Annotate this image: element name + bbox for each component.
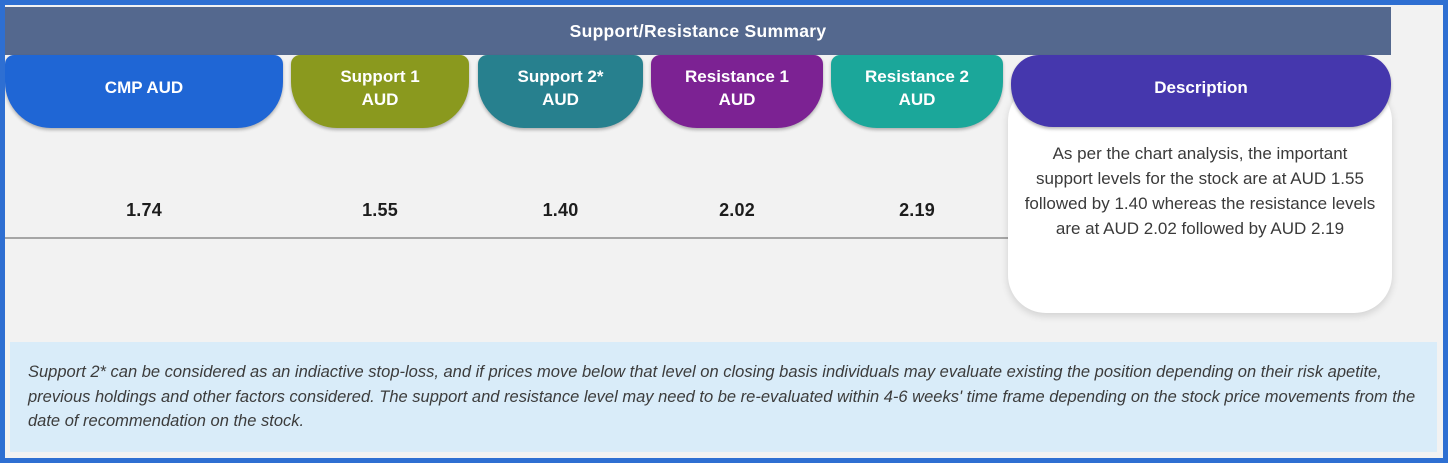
description-text: As per the chart analysis, the important… bbox=[1024, 144, 1376, 239]
column-header-support-2-aud: Support 2* AUD bbox=[478, 55, 643, 128]
column-header-support-1-aud: Support 1 AUD bbox=[291, 55, 469, 128]
cell-support-1-value: 1.55 bbox=[362, 200, 398, 220]
cell-resistance-1-value: 2.02 bbox=[719, 200, 755, 220]
column-header-resistance-1-aud: Resistance 1 AUD bbox=[651, 55, 823, 128]
cell-resistance-2-value: 2.19 bbox=[899, 200, 935, 220]
row-divider bbox=[5, 237, 1009, 239]
cell-cmp-value: 1.74 bbox=[126, 200, 162, 220]
cell-support-2-value: 1.40 bbox=[542, 200, 579, 220]
footnote-box: Support 2* can be considered as an india… bbox=[10, 342, 1437, 452]
table-title: Support/Resistance Summary bbox=[569, 20, 827, 41]
column-header-description: Description bbox=[1011, 55, 1391, 127]
column-header-cmp-aud: CMP AUD bbox=[5, 55, 283, 128]
footnote-text: Support 2* can be considered as an india… bbox=[28, 362, 1416, 431]
table-title-bar: Support/Resistance Summary bbox=[5, 7, 1391, 55]
column-header-resistance-2-aud: Resistance 2 AUD bbox=[831, 55, 1003, 128]
